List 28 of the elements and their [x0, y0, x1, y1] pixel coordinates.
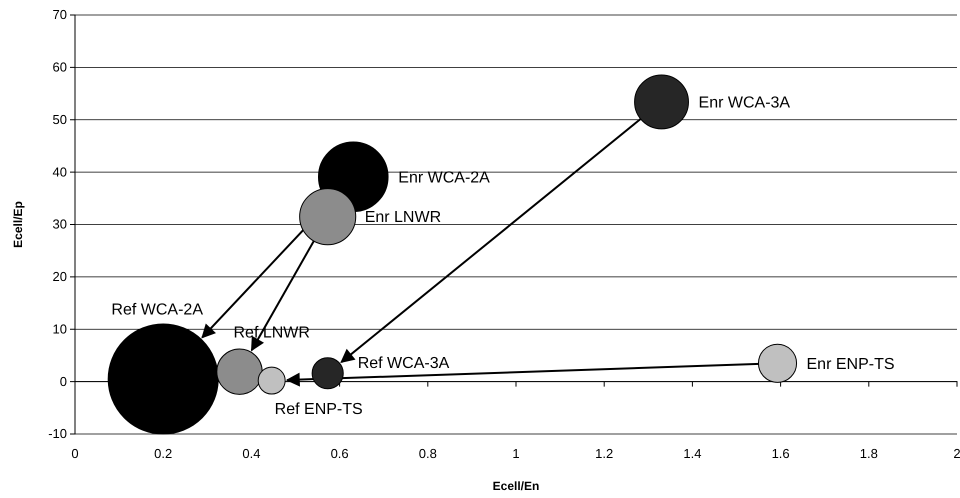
x-tick-label: 0.2 — [154, 446, 172, 462]
x-tick-label: 0.8 — [418, 446, 437, 462]
x-tick-label: 1.4 — [683, 446, 702, 462]
y-tick-label: 20 — [52, 269, 67, 284]
y-tick-label: 70 — [52, 7, 67, 22]
x-tick-label: 1 — [512, 446, 520, 462]
x-tick-label: 0.4 — [242, 446, 260, 462]
annotation: Ref WCA-3A — [358, 354, 450, 372]
annotation: Enr WCA-3A — [698, 94, 790, 112]
x-tick-label: 0.6 — [330, 446, 349, 462]
y-tick-label: 10 — [52, 321, 67, 336]
y-tick-label: -10 — [48, 426, 67, 442]
x-tick-label: 2 — [953, 446, 960, 462]
y-axis-title: Ecell/Ep — [11, 201, 25, 248]
y-tick-label: 0 — [60, 374, 67, 389]
x-tick-label: 1.8 — [860, 446, 878, 462]
x-tick-label: 1.6 — [772, 446, 790, 462]
annotation: Ref ENP-TS — [274, 401, 363, 418]
x-tick-label: 1.2 — [595, 446, 614, 462]
y-tick-label: 30 — [52, 216, 67, 232]
annotation: Ref WCA-2A — [111, 302, 204, 319]
x-tick-label: 0 — [71, 446, 79, 462]
y-tick-label: 40 — [52, 164, 67, 180]
annotation: Enr LNWR — [364, 209, 442, 226]
y-tick-label: 50 — [52, 112, 67, 127]
x-axis-title: Ecell/En — [492, 479, 540, 493]
y-tick-label: 60 — [52, 60, 67, 75]
annotation: Enr ENP-TS — [806, 356, 895, 373]
